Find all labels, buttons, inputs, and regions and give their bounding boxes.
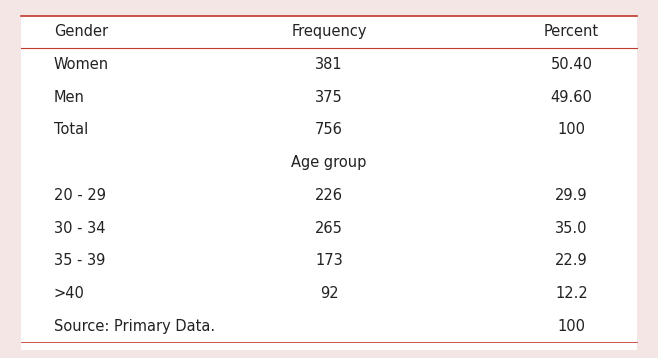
Text: 173: 173: [315, 253, 343, 268]
Text: Source: Primary Data.: Source: Primary Data.: [54, 319, 215, 334]
Text: Gender: Gender: [54, 24, 108, 39]
Text: Women: Women: [54, 57, 109, 72]
Text: Men: Men: [54, 90, 85, 105]
Text: 92: 92: [320, 286, 338, 301]
Text: Age group: Age group: [291, 155, 367, 170]
Text: 100: 100: [557, 122, 586, 137]
Text: 50.40: 50.40: [551, 57, 592, 72]
Text: 30 - 34: 30 - 34: [54, 221, 105, 236]
Text: 22.9: 22.9: [555, 253, 588, 268]
Text: 100: 100: [557, 319, 586, 334]
Text: Total: Total: [54, 122, 88, 137]
Text: 49.60: 49.60: [551, 90, 592, 105]
Text: >40: >40: [54, 286, 85, 301]
Text: Percent: Percent: [544, 24, 599, 39]
Text: 20 - 29: 20 - 29: [54, 188, 106, 203]
Text: 756: 756: [315, 122, 343, 137]
FancyBboxPatch shape: [21, 16, 637, 349]
Text: 12.2: 12.2: [555, 286, 588, 301]
Text: 35.0: 35.0: [555, 221, 588, 236]
Text: 29.9: 29.9: [555, 188, 588, 203]
Text: 375: 375: [315, 90, 343, 105]
Text: Frequency: Frequency: [291, 24, 367, 39]
Text: 35 - 39: 35 - 39: [54, 253, 105, 268]
Text: 265: 265: [315, 221, 343, 236]
Text: 226: 226: [315, 188, 343, 203]
Text: 381: 381: [315, 57, 343, 72]
